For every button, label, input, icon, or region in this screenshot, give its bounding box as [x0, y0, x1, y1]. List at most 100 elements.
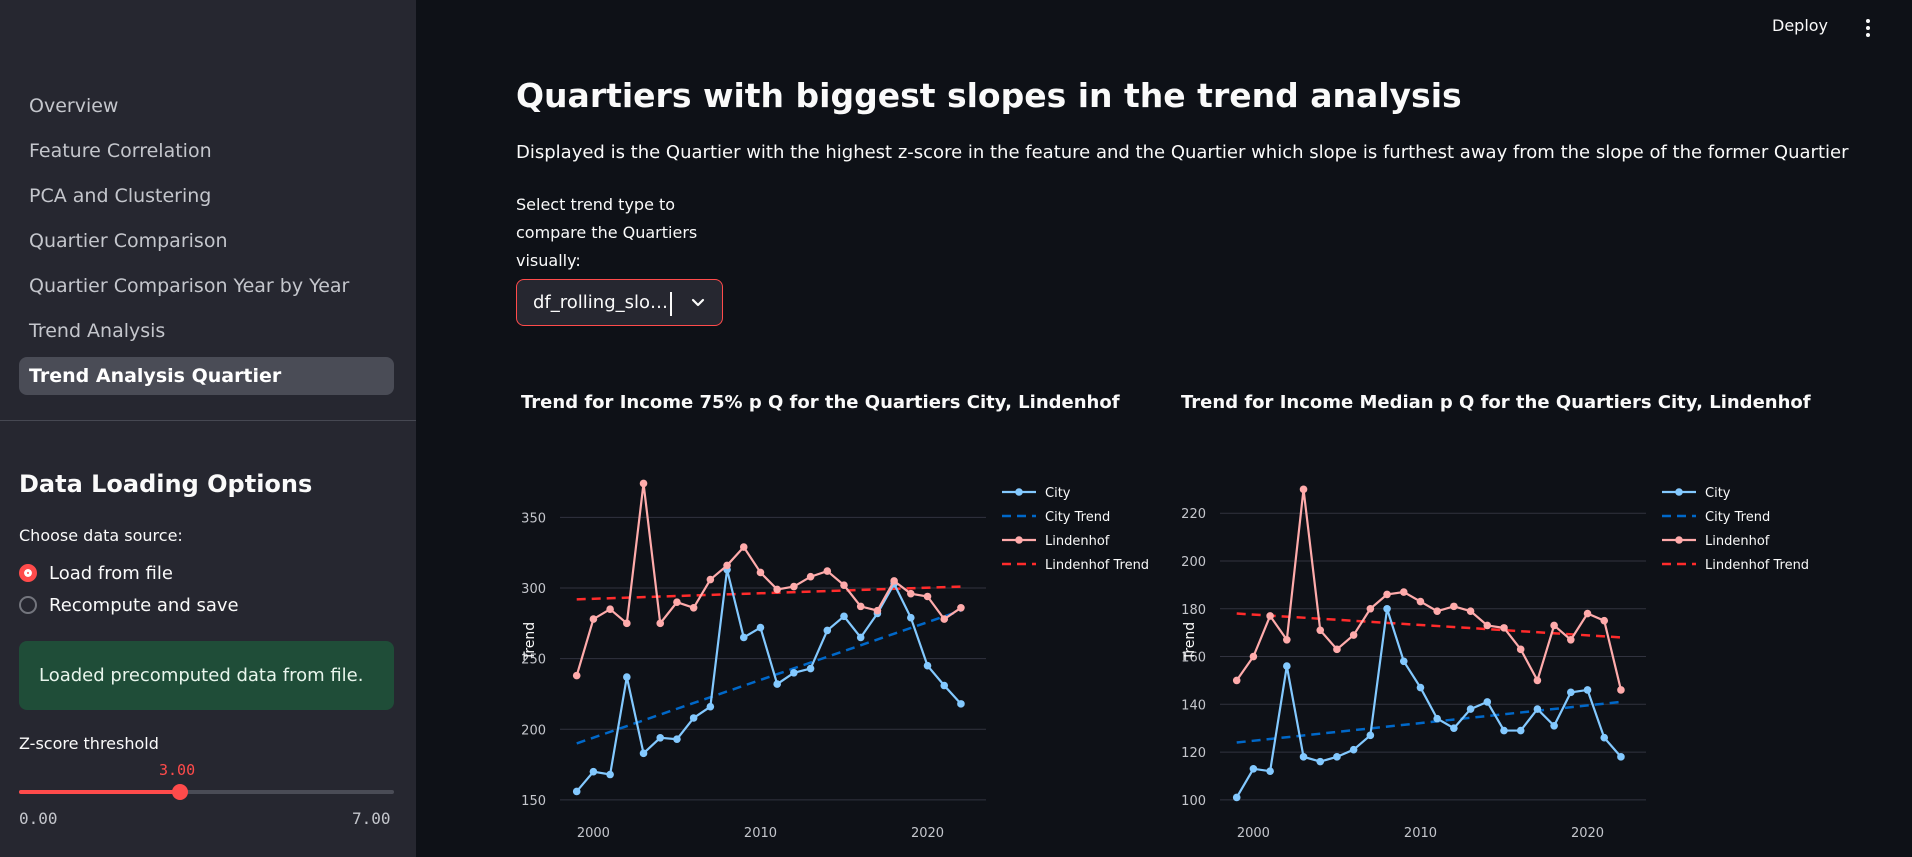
radio-recompute-and-save[interactable]: Recompute and save — [19, 593, 239, 617]
chart-income-median[interactable]: 100 120 140 160 180 200 220 2000 2010 2020 Trend Ci… — [1176, 460, 1836, 852]
lindenhof-point — [1617, 686, 1625, 694]
lindenhof-point — [1500, 624, 1508, 632]
chart-title-income-75: Trend for Income 75% p Q for the Quartie… — [521, 392, 1120, 413]
lindenhof-point — [773, 585, 781, 594]
lindenhof-point — [689, 604, 698, 612]
legend-label-lindenhof: Lindenhof — [1045, 534, 1110, 549]
y-tick-label: 160 — [1181, 651, 1206, 666]
city-point — [1500, 726, 1508, 735]
lindenhof-point — [1349, 631, 1358, 639]
zscore-value: 3.00 — [159, 761, 196, 779]
sidebar-item-trend-analysis-quartier[interactable]: Trend Analysis Quartier — [19, 357, 394, 395]
legend-label-lindenhof: Lindenhof — [1705, 534, 1770, 549]
city-point — [856, 633, 865, 642]
chart-title-income-median: Trend for Income Median p Q for the Quar… — [1181, 392, 1811, 413]
y-tick-label: 120 — [1181, 746, 1206, 761]
legend-marker — [1015, 536, 1023, 544]
lindenhof-point — [1600, 616, 1609, 625]
lindenhof-point — [706, 575, 715, 584]
lindenhof-point — [639, 479, 648, 488]
zscore-max: 7.00 — [352, 809, 391, 828]
city-point — [1567, 688, 1575, 697]
trend-type-value: df_rolling_slo… — [533, 292, 669, 313]
sidebar-item-quartier-comparison-year-by-year[interactable]: Quartier Comparison Year by Year — [29, 275, 350, 297]
city-point — [1283, 662, 1291, 670]
city-point — [907, 613, 915, 622]
city-point — [1232, 793, 1241, 802]
sidebar-item-quartier-comparison[interactable]: Quartier Comparison — [29, 230, 228, 252]
legend-marker — [1675, 488, 1683, 496]
legend-label-city-trend: City Trend — [1705, 510, 1770, 525]
lindenhof-point — [606, 605, 614, 614]
city-trend-line — [576, 609, 962, 745]
zscore-slider[interactable] — [19, 784, 394, 800]
x-tick-label: 2020 — [911, 826, 944, 841]
lindenhof-point — [572, 671, 581, 680]
city-point — [1450, 724, 1458, 732]
lindenhof-point — [1483, 621, 1492, 630]
lindenhof-point — [1550, 621, 1558, 630]
city-point — [1333, 753, 1341, 761]
radio-load-from-file[interactable]: Load from file — [19, 561, 173, 585]
city-point — [1533, 705, 1542, 713]
page-title: Quartiers with biggest slopes in the tre… — [516, 76, 1462, 115]
city-point — [1349, 745, 1358, 754]
trend-type-select[interactable]: df_rolling_slo… — [516, 279, 723, 326]
sidebar-item-trend-analysis[interactable]: Trend Analysis — [29, 320, 166, 342]
sidebar-item-pca-and-clustering[interactable]: PCA and Clustering — [29, 185, 212, 207]
y-tick-label: 150 — [521, 794, 546, 809]
lindenhof-point — [1333, 645, 1341, 654]
sidebar-item-overview[interactable]: Overview — [29, 95, 119, 117]
chevron-down-icon[interactable] — [689, 294, 707, 312]
lindenhof-point — [823, 567, 832, 575]
zscore-label: Z-score threshold — [19, 734, 159, 753]
city-point — [572, 787, 581, 796]
legend-marker — [1015, 488, 1023, 496]
city-point — [1516, 726, 1525, 735]
lindenhof-point — [940, 615, 949, 623]
y-tick-label: 100 — [1181, 794, 1206, 809]
city-point — [1399, 657, 1408, 666]
sidebar-item-feature-correlation[interactable]: Feature Correlation — [29, 140, 212, 162]
city-line — [575, 569, 962, 793]
lindenhof-point — [1299, 485, 1308, 494]
city-point — [606, 770, 614, 779]
city-point — [840, 612, 848, 621]
city-point — [673, 735, 681, 743]
lindenhof-point — [1516, 645, 1525, 654]
sidebar-divider — [0, 420, 416, 421]
y-tick-label: 200 — [521, 723, 546, 738]
chart-income-75[interactable]: 150 200 250 300 350 2000 2010 2020 Trend City City… — [516, 460, 1176, 852]
city-point — [1416, 683, 1425, 692]
y-tick-label: 140 — [1181, 698, 1206, 713]
lindenhof-point — [1366, 604, 1375, 613]
legend-label-lindenhof-trend: Lindenhof Trend — [1045, 558, 1149, 573]
y-axis-label: Trend — [522, 622, 538, 661]
kebab-menu-icon[interactable] — [1860, 18, 1876, 38]
x-tick-label: 2000 — [577, 826, 610, 841]
radio-selected-icon — [19, 564, 37, 582]
zscore-slider-thumb[interactable] — [171, 784, 188, 800]
page-description: Displayed is the Quartier with the highe… — [516, 142, 1849, 163]
lindenhof-point — [673, 598, 681, 606]
lindenhof-point — [1466, 607, 1475, 615]
city-point — [1617, 753, 1625, 761]
city-point — [957, 700, 965, 708]
deploy-button[interactable]: Deploy — [1772, 16, 1829, 35]
city-point — [1466, 705, 1475, 713]
city-point — [739, 633, 748, 642]
lindenhof-point — [907, 589, 915, 598]
data-loading-heading: Data Loading Options — [19, 470, 313, 498]
lindenhof-point — [957, 604, 965, 612]
lindenhof-point — [656, 619, 665, 628]
radio-label-recompute: Recompute and save — [49, 594, 239, 616]
lindenhof-point — [1433, 607, 1441, 615]
city-point — [923, 661, 932, 670]
lindenhof-point — [1583, 609, 1592, 618]
lindenhof-point — [1416, 597, 1425, 606]
city-point — [756, 623, 765, 632]
city-point — [823, 626, 832, 635]
y-tick-label: 250 — [521, 653, 546, 668]
y-tick-label: 180 — [1181, 603, 1206, 618]
text-cursor — [670, 292, 672, 316]
